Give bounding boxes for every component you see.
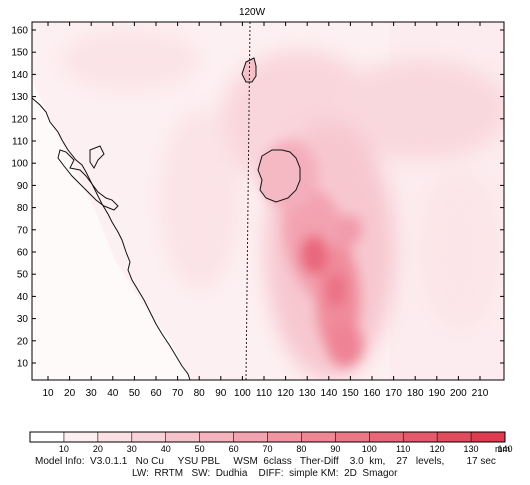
colorbar: 10 20 30 40 50 60 70 80 90 100 110 120 130 140 [29,431,513,454]
y-tick-label: 80 [17,203,29,214]
x-tick-label: 110 [256,388,272,399]
colorbar-swatch [165,432,200,442]
colorbar-label: 50 [195,444,205,454]
x-tick-label: 180 [407,388,424,399]
colorbar-swatch [267,432,302,442]
y-tick-label: 160 [11,26,28,37]
colorbar-swatch [97,432,132,442]
y-tick-label: 40 [17,292,29,303]
colorbar-swatch [335,432,370,442]
colorbar-label: 70 [262,444,272,454]
colorbar-swatch [471,432,505,442]
x-tick-label: 80 [194,388,206,399]
colorbar-swatch [301,432,336,442]
physics-info-line: LW: RRTM SW: Dudhia DIFF: simple KM: 2D … [132,468,398,479]
y-tick-label: 50 [17,270,29,281]
colorbar-label: 10 [59,444,69,454]
colorbar-label: 130 [464,444,479,454]
meridian-label: 120W [239,7,266,18]
colorbar-swatch [63,432,98,442]
colorbar-label: 90 [330,444,340,454]
x-tick-label: 20 [64,388,76,399]
x-tick-label: 70 [172,388,184,399]
colorbar-label: 120 [430,444,445,454]
y-tick-label: 150 [11,48,28,59]
y-tick-label: 130 [11,92,28,103]
x-tick-label: 130 [299,388,316,399]
colorbar-swatch [30,432,64,442]
y-tick-label: 140 [11,70,28,81]
y-tick-label: 110 [12,137,28,148]
x-tick-label: 190 [428,388,445,399]
coastline [31,97,191,381]
colorbar-swatch [437,432,472,442]
colorbar-label: 140 [497,444,512,454]
colorbar-label: 80 [296,444,306,454]
x-tick-label: 120 [277,388,294,399]
bay-outline [57,149,119,211]
large-lake-outline [257,149,301,203]
colorbar-swatch [131,432,166,442]
x-tick-label: 90 [215,388,227,399]
y-tick-label: 10 [17,359,29,370]
colorbar-swatch [199,432,234,442]
x-axis: 10 20 30 40 50 60 70 80 90 100 110 120 130 140 150 160 1… [42,22,489,399]
model-info-line: Model Info: V3.0.1.1 No Cu YSU PBL WSM 6… [35,456,496,467]
y-tick-label: 120 [11,114,28,125]
x-tick-label: 200 [450,388,467,399]
y-tick-label: 20 [17,336,29,347]
x-tick-label: 60 [150,388,162,399]
x-tick-label: 100 [234,388,251,399]
colorbar-label: 60 [229,444,239,454]
y-tick-label: 100 [11,159,28,170]
y-tick-label: 90 [17,181,29,192]
colorbar-swatch [403,432,438,442]
colorbar-swatch [233,432,268,442]
y-tick-label: 60 [17,248,29,259]
x-tick-label: 160 [364,388,381,399]
colorbar-label: 40 [161,444,171,454]
x-tick-label: 40 [107,388,119,399]
plot-frame [31,21,505,381]
colorbar-label: 30 [127,444,137,454]
x-tick-label: 50 [129,388,141,399]
x-tick-label: 30 [86,388,98,399]
colorbar-label: 100 [362,444,377,454]
colorbar-label: 20 [93,444,103,454]
x-tick-label: 210 [472,388,489,399]
x-tick-label: 140 [320,388,337,399]
y-axis: 10 20 30 40 50 60 70 80 90 100 110 120 130 140 150 160 [11,26,504,370]
bay-outline [89,145,105,169]
x-tick-label: 150 [342,388,359,399]
y-tick-label: 30 [17,314,29,325]
colorbar-swatch [369,432,404,442]
colorbar-label: 110 [396,444,410,454]
x-tick-label: 170 [385,388,402,399]
y-tick-label: 70 [17,225,29,236]
x-tick-label: 10 [42,388,54,399]
colorbar-unit: mm [495,444,510,454]
